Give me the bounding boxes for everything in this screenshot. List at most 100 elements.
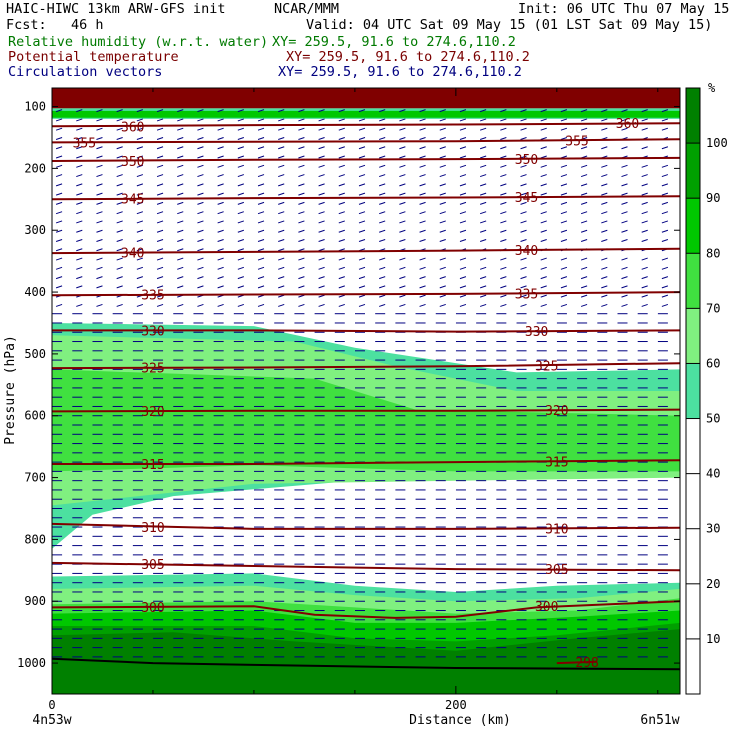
vector-72 (76, 220, 83, 224)
vector-979 (379, 285, 386, 289)
vector-1818 (661, 276, 669, 280)
cbar-seg-10 (686, 583, 700, 639)
vector-481 (217, 118, 224, 122)
vector-63 (76, 136, 83, 140)
vector-1267 (479, 174, 487, 178)
vector-421 (197, 118, 204, 122)
vector-739 (298, 285, 305, 289)
vector-1280 (479, 294, 487, 298)
vector-1153 (439, 229, 446, 233)
vector-303 (156, 136, 164, 140)
vector-1096 (419, 257, 426, 261)
theta-label-340-1: 340 (515, 244, 538, 259)
vector-184 (116, 146, 123, 150)
vector-662 (278, 127, 285, 131)
theta-305 (52, 561, 680, 572)
vector-1807 (661, 174, 669, 178)
vector-1449 (540, 192, 547, 196)
vector-1205 (459, 155, 467, 159)
cbar-label-20: 20 (706, 577, 720, 591)
vector-256 (136, 257, 144, 261)
vector-849 (338, 192, 345, 196)
vector-781 (318, 118, 325, 122)
vector-1142 (439, 127, 446, 131)
vector-1800 (661, 109, 669, 113)
vector-1504 (560, 146, 568, 150)
vector-613 (257, 229, 265, 233)
vector-733 (298, 229, 305, 233)
vector-850 (338, 201, 345, 205)
vector-435 (197, 248, 204, 252)
vector-1099 (419, 285, 426, 289)
vector-1327 (500, 174, 507, 178)
vector-364 (177, 146, 184, 150)
cbar-seg-90 (686, 143, 700, 199)
vector-1568 (580, 183, 588, 187)
vector-1271 (479, 211, 487, 215)
vector-789 (318, 192, 325, 196)
vector-1390 (520, 201, 527, 205)
vector-375 (177, 248, 184, 252)
vector-974 (379, 239, 386, 242)
vector-553 (237, 229, 244, 233)
vector-1621 (601, 118, 608, 122)
field-theta-name: Potential temperature (8, 49, 179, 65)
vector-1161 (439, 303, 446, 307)
cbar-seg-20 (686, 528, 700, 584)
vector-549 (237, 192, 244, 196)
vector-123 (96, 136, 103, 140)
vector-1026 (399, 164, 406, 168)
vector-1571 (580, 211, 588, 215)
vector-1329 (500, 192, 507, 196)
vector-259 (136, 285, 144, 289)
vector-74 (76, 239, 83, 242)
vector-1322 (500, 127, 507, 131)
vector-970 (379, 201, 386, 205)
cbar-seg-80 (686, 198, 700, 254)
vector-796 (318, 257, 325, 261)
theta-label-325-0: 325 (141, 362, 164, 377)
vector-860 (338, 294, 345, 298)
vector-1757 (641, 266, 648, 270)
theta-label-320-1: 320 (545, 404, 568, 419)
vector-1028 (399, 183, 406, 187)
vector-501 (217, 303, 224, 307)
theta-label-330-0: 330 (141, 324, 164, 339)
cbar-seg-0 (686, 638, 700, 694)
vector-1812 (661, 220, 669, 224)
vector-604 (257, 146, 265, 150)
vector-676 (278, 257, 285, 261)
theta-label-310-1: 310 (545, 522, 568, 537)
vector-312 (156, 220, 164, 224)
vector-128 (96, 183, 103, 187)
vector-610 (257, 201, 265, 205)
vector-257 (136, 266, 144, 270)
vector-1457 (540, 266, 547, 270)
vector-1 (55, 118, 63, 122)
vector-68 (76, 183, 83, 187)
vector-547 (237, 174, 244, 178)
vector-611 (257, 211, 265, 215)
vector-251 (136, 211, 144, 215)
vector-1397 (520, 266, 527, 270)
forecast-hour: Fcst: 46 h (6, 17, 104, 33)
vector-1510 (560, 201, 568, 205)
x-left-endpoint: 4n53w (32, 713, 71, 728)
vector-12 (55, 220, 63, 224)
vector-548 (237, 183, 244, 187)
vector-376 (177, 257, 184, 261)
vector-1453 (540, 229, 547, 233)
vector-732 (298, 220, 305, 224)
vector-489 (217, 192, 224, 196)
vector-1149 (439, 192, 446, 196)
cbar-seg-100 (686, 88, 700, 144)
vector-842 (338, 127, 345, 131)
vector-81 (76, 303, 83, 307)
cbar-label-100: 100 (706, 136, 728, 150)
vector-1091 (419, 211, 426, 215)
vector-305 (156, 155, 164, 159)
vector-1641 (601, 303, 608, 307)
vector-910 (358, 201, 366, 205)
vector-727 (298, 174, 305, 178)
vector-1389 (520, 192, 527, 196)
